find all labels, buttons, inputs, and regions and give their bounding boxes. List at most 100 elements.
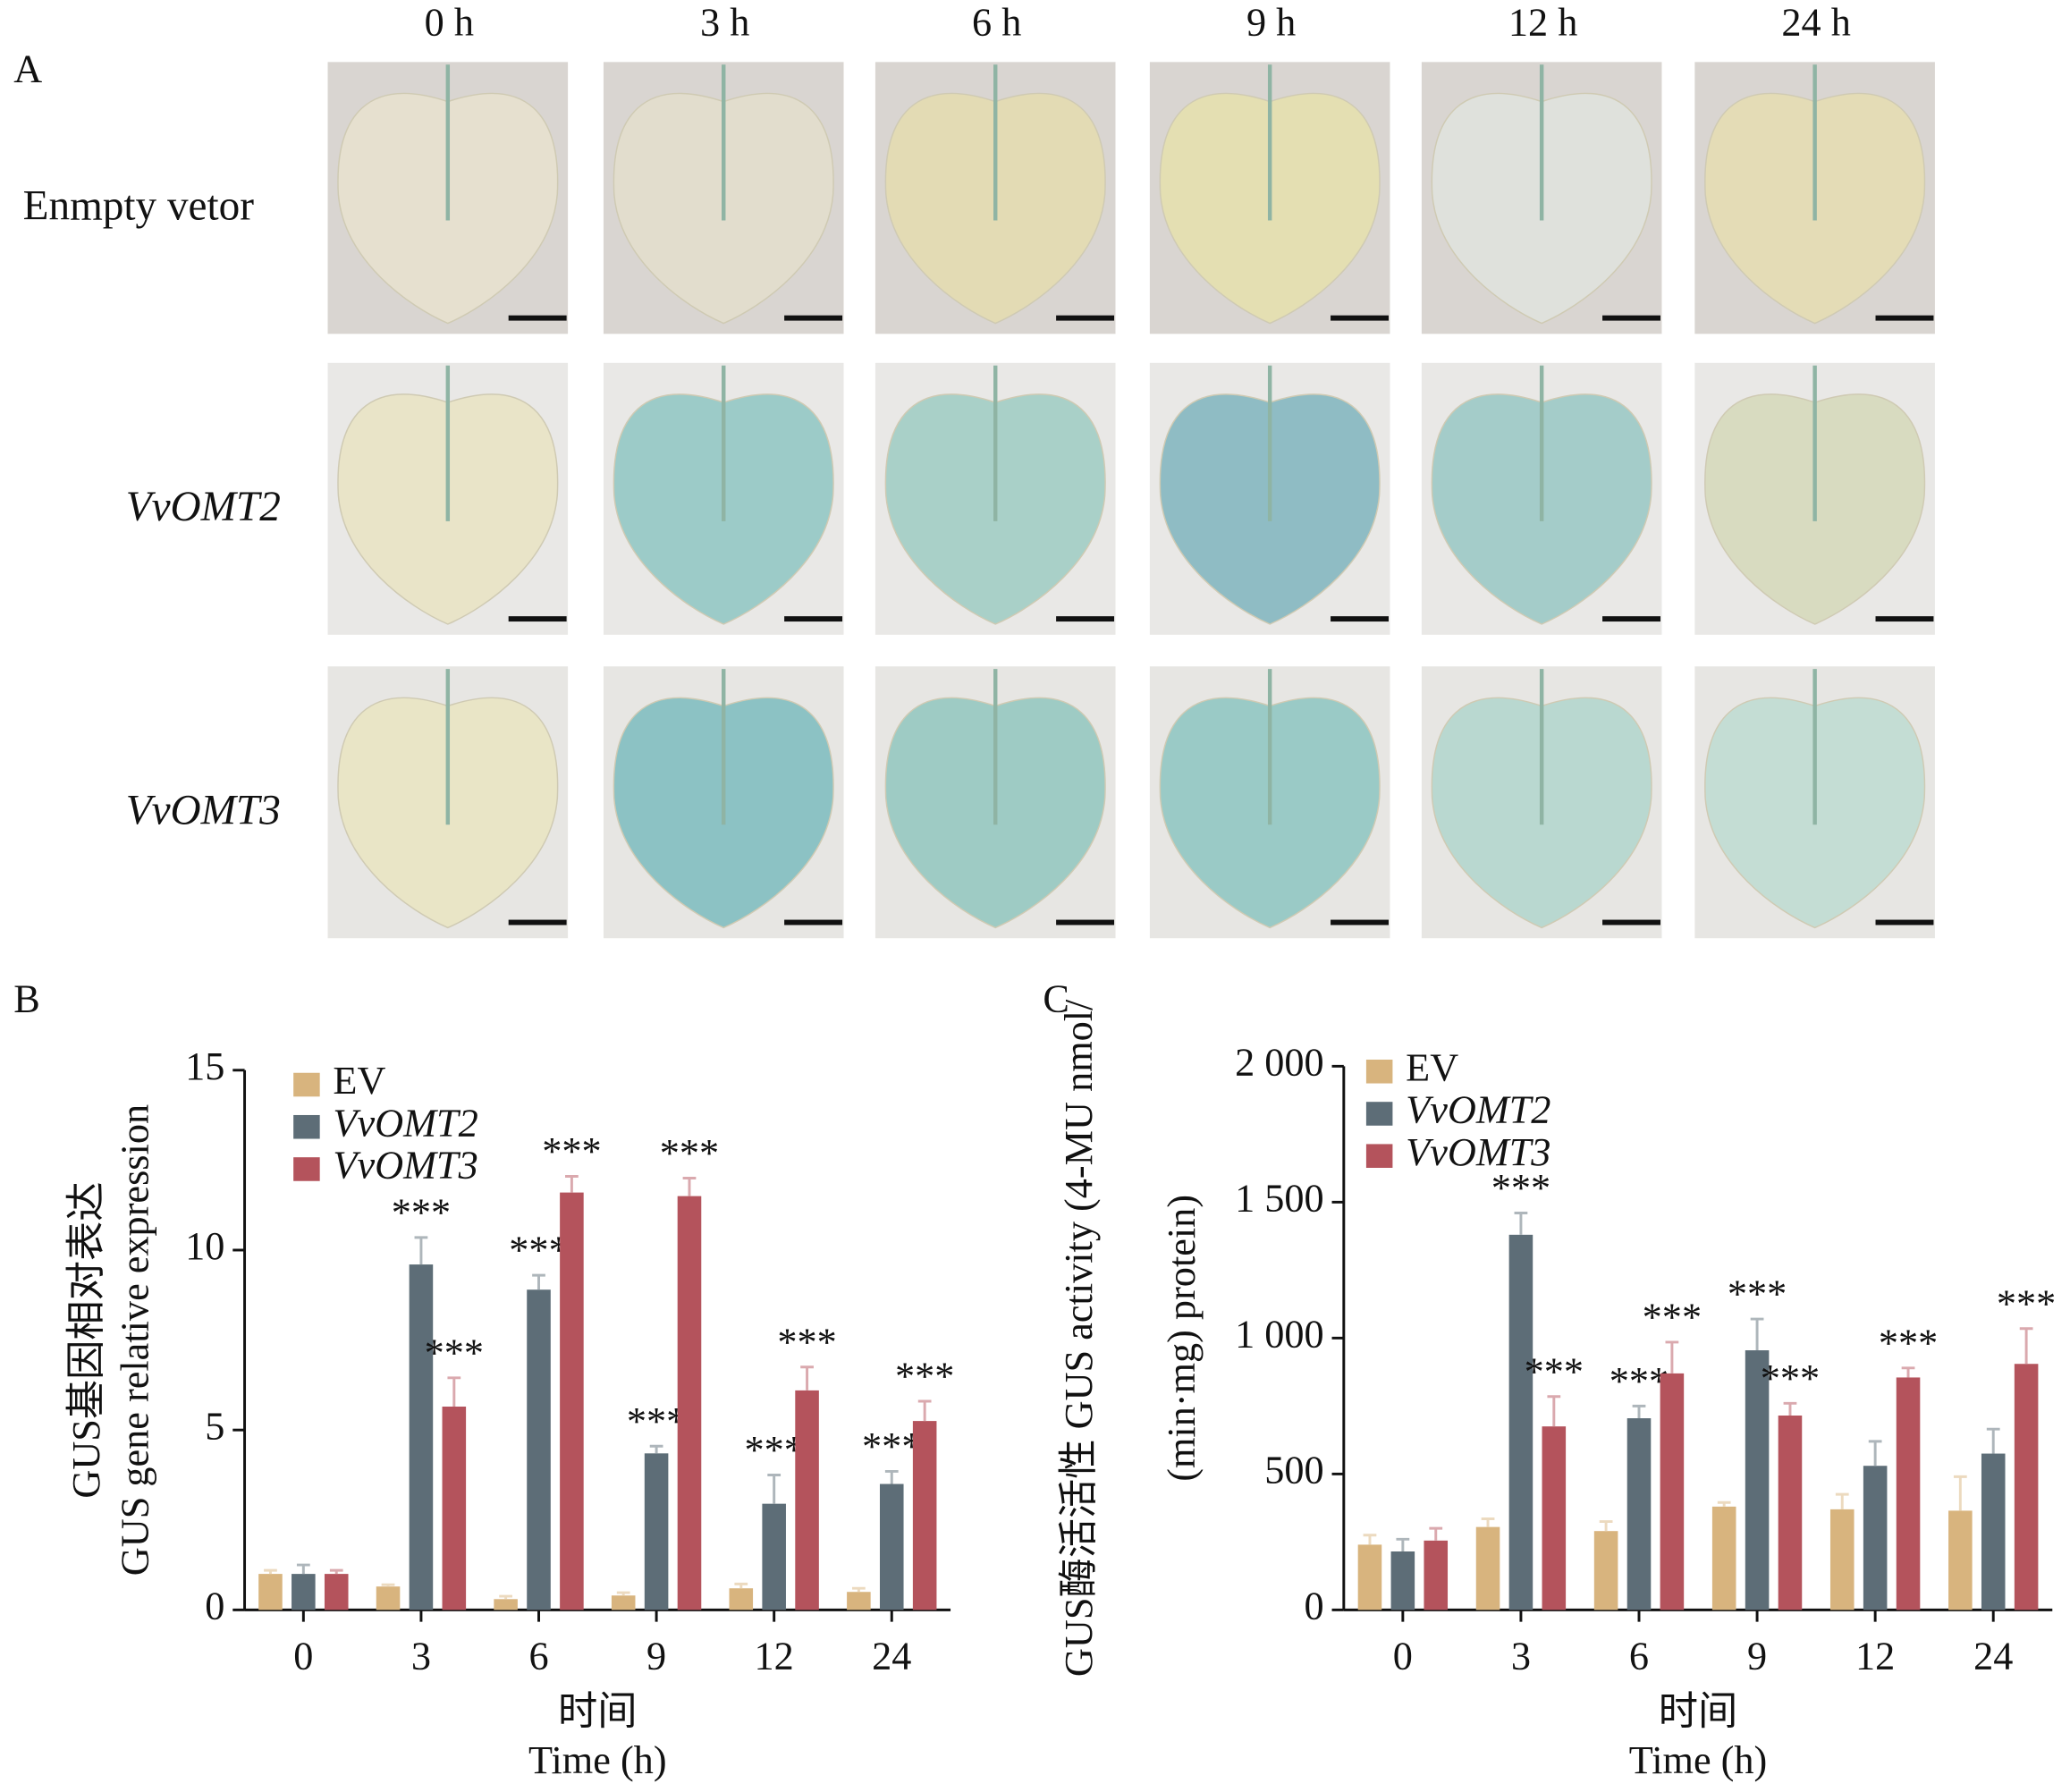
error-bar [329, 1568, 343, 1575]
column-label: 3 h [700, 1, 749, 45]
bar [376, 1586, 401, 1610]
scale-bar [1602, 919, 1660, 926]
column-label: 6 h [972, 1, 1021, 45]
bar [409, 1264, 434, 1610]
bar [879, 1483, 904, 1610]
error-bar [767, 1473, 782, 1504]
bar [1981, 1453, 2006, 1610]
scale-bar [1056, 616, 1115, 622]
significance-label: *** [744, 1428, 803, 1472]
significance-label: *** [1761, 1357, 1820, 1400]
bar [611, 1595, 636, 1610]
scale-bar [1602, 616, 1660, 622]
x-axis-label: 时间 [1659, 1690, 1738, 1734]
scale-bar [1875, 616, 1934, 622]
bar [1745, 1350, 1770, 1610]
y-tick-label: 5 [205, 1404, 224, 1448]
x-tick-label: 6 [528, 1635, 548, 1678]
y-tick-label: 1 000 [1235, 1313, 1324, 1357]
error-bar [1481, 1517, 1495, 1527]
bar [324, 1574, 349, 1610]
y-tick-label: 500 [1264, 1449, 1323, 1492]
y-axis-label: GUS基因相对表达 [64, 1181, 108, 1498]
y-tick-label: 0 [205, 1585, 224, 1628]
error-bar [532, 1273, 545, 1290]
error-bar [1514, 1212, 1528, 1235]
bar [1948, 1510, 1973, 1610]
legend-swatch [1365, 1144, 1393, 1168]
significance-label: *** [509, 1229, 568, 1272]
significance-label: *** [1491, 1166, 1550, 1210]
significance-label: *** [627, 1399, 686, 1443]
bar [1593, 1531, 1618, 1610]
bar [1626, 1418, 1652, 1610]
error-bar [682, 1177, 697, 1196]
bar [2014, 1364, 2039, 1610]
error-bar [1783, 1401, 1797, 1416]
bar [1357, 1544, 1382, 1610]
x-tick-label: 9 [646, 1635, 666, 1678]
legend-label: EV [1406, 1045, 1458, 1089]
x-axis-label: 时间 [558, 1690, 638, 1734]
scale-bar [508, 315, 567, 321]
bar [291, 1574, 316, 1610]
significance-label: *** [660, 1131, 719, 1175]
y-tick-label: 10 [185, 1224, 224, 1268]
bar [1508, 1234, 1533, 1610]
bar [560, 1192, 584, 1610]
significance-label: *** [1643, 1295, 1702, 1339]
legend-label: EV [333, 1059, 385, 1103]
bar [494, 1599, 518, 1610]
legend-swatch [1365, 1102, 1393, 1126]
error-bar [1632, 1404, 1646, 1419]
panel-label: C [1043, 977, 1069, 1021]
row-label: VvOMT3 [126, 787, 281, 833]
bar [1424, 1540, 1449, 1610]
significance-label: *** [542, 1129, 601, 1173]
x-tick-label: 3 [1511, 1635, 1531, 1678]
error-bar [381, 1583, 395, 1587]
bar [258, 1574, 283, 1610]
bar [1475, 1526, 1500, 1610]
scale-bar [784, 315, 843, 321]
y-axis-label: GUS gene relative expression [114, 1104, 157, 1576]
significance-label: *** [1997, 1281, 2056, 1325]
bar [677, 1196, 702, 1610]
error-bar [1953, 1475, 1967, 1511]
error-bar [1363, 1534, 1377, 1545]
error-bar [565, 1175, 579, 1193]
bar [1711, 1506, 1736, 1610]
legend-swatch [293, 1072, 320, 1097]
legend-swatch [293, 1157, 320, 1181]
bar [795, 1390, 819, 1610]
error-bar [1547, 1395, 1561, 1427]
error-bar [616, 1591, 630, 1596]
scale-bar [1056, 315, 1115, 321]
x-tick-label: 24 [1973, 1635, 2013, 1678]
error-bar [649, 1444, 663, 1454]
legend-label: VvOMT3 [1406, 1130, 1550, 1174]
x-tick-label: 12 [755, 1635, 794, 1678]
x-axis-label: Time (h) [528, 1738, 667, 1782]
error-bar [1599, 1520, 1613, 1532]
error-bar [296, 1563, 310, 1575]
bar [1778, 1415, 1803, 1610]
column-label: 0 h [425, 1, 474, 45]
legend-swatch [1365, 1059, 1393, 1084]
scale-bar [1875, 315, 1934, 321]
y-tick-label: 0 [1305, 1585, 1324, 1628]
scale-bar [1331, 919, 1389, 926]
scale-bar [1331, 315, 1389, 321]
significance-label: *** [1525, 1349, 1584, 1393]
significance-label: *** [1879, 1321, 1938, 1365]
row-label: Enmpty vetor [23, 182, 255, 229]
error-bar [1717, 1500, 1731, 1507]
error-bar [1901, 1366, 1915, 1378]
y-tick-label: 2 000 [1235, 1041, 1324, 1085]
y-tick-label: 15 [185, 1044, 224, 1088]
significance-label: *** [895, 1355, 954, 1399]
legend-label: VvOMT2 [333, 1101, 477, 1145]
y-axis-label: GUS酶活活性 GUS activity (4-MU nmol/ [1057, 999, 1101, 1677]
error-bar [1986, 1427, 2000, 1454]
